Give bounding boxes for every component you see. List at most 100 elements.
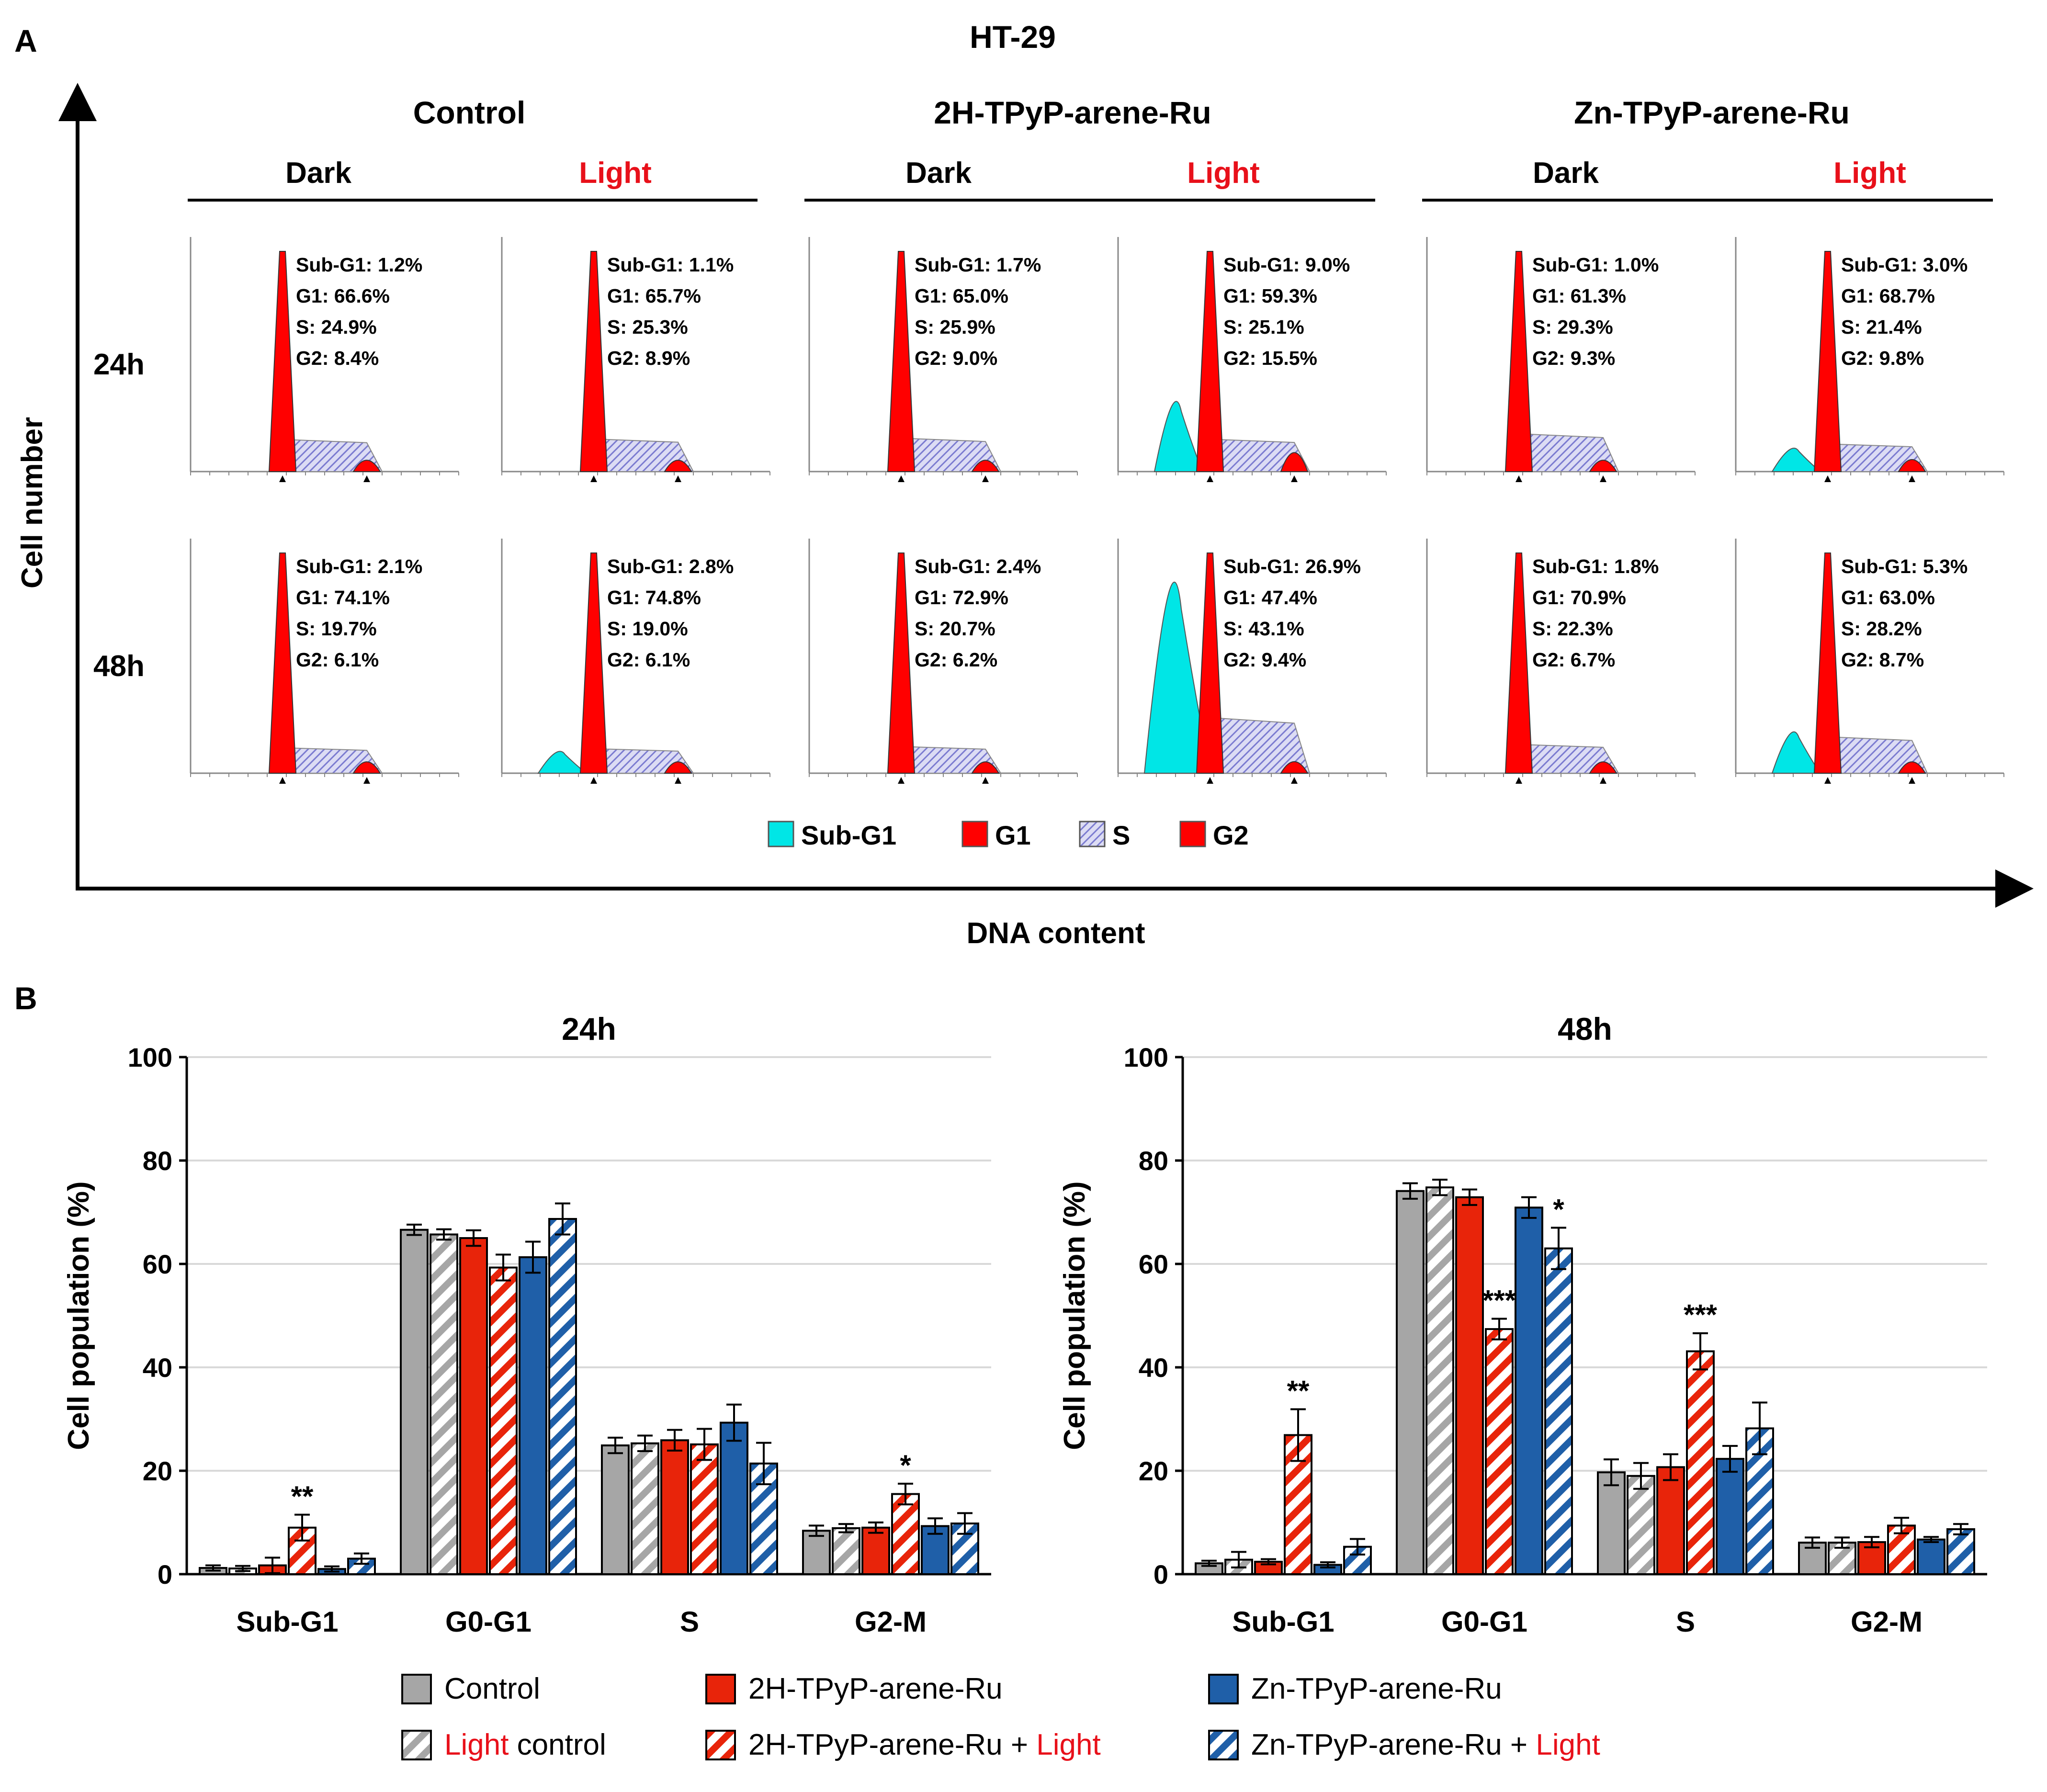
histogram-stat: S: 29.3% — [1532, 316, 1613, 338]
legend-label-part: Light — [1536, 1728, 1600, 1761]
bar — [1716, 1458, 1744, 1575]
histogram-stat: G2: 8.7% — [1841, 649, 1924, 671]
legend-label: G2 — [1213, 820, 1249, 850]
panel-a-title: HT-29 — [970, 19, 1056, 55]
bar — [1656, 1466, 1685, 1575]
bar — [1597, 1471, 1626, 1575]
legend-label: 2H-TPyP-arene-Ru + Light — [748, 1728, 1101, 1761]
condition-label: Dark — [285, 157, 351, 190]
sub-g1-area — [1154, 401, 1203, 472]
g2-peak — [1280, 761, 1309, 774]
peak-marker — [590, 475, 597, 482]
legend-swatch — [705, 1674, 736, 1704]
histogram-stat: S: 28.2% — [1841, 618, 1922, 640]
histogram-stat: G1: 63.0% — [1841, 586, 1935, 609]
histogram-stat: S: 19.7% — [296, 618, 377, 640]
bar — [832, 1527, 860, 1575]
sub-g1-area — [1771, 731, 1821, 774]
x-category-label: S — [680, 1606, 699, 1638]
histogram-stat: G1: 66.6% — [296, 285, 390, 307]
histogram-stat: G1: 70.9% — [1532, 586, 1626, 609]
g2-peak — [352, 460, 381, 472]
bar — [1396, 1190, 1425, 1575]
histogram-panel: Sub-G1: 1.1% G1: 65.7% S: 25.3% G2: 8.9% — [501, 237, 770, 482]
histogram-stat: G1: 47.4% — [1223, 586, 1317, 609]
histogram-panel: Sub-G1: 2.8% G1: 74.8% S: 19.0% G2: 6.1% — [501, 539, 770, 784]
legend-label-part: Control — [444, 1672, 540, 1705]
y-tick-label: 40 — [143, 1352, 172, 1383]
histogram-panel: Sub-G1: 3.0% G1: 68.7% S: 21.4% G2: 9.8% — [1735, 237, 2004, 482]
g2-peak — [664, 460, 692, 472]
legend-label-part: 2H-TPyP-arene-Ru + — [748, 1728, 1036, 1761]
legend-label-part: control — [509, 1728, 606, 1761]
y-tick-label: 100 — [1124, 1042, 1168, 1072]
condition-label: Light — [1187, 157, 1260, 190]
bar — [430, 1233, 458, 1575]
histogram-stat: G2: 9.4% — [1223, 649, 1306, 671]
histogram-stat: Sub-G1: 2.1% — [296, 555, 422, 577]
peak-marker — [1600, 475, 1606, 482]
peak-marker — [898, 475, 905, 482]
histogram-stat: Sub-G1: 26.9% — [1223, 555, 1361, 577]
histogram-panel: Sub-G1: 2.4% G1: 72.9% S: 20.7% G2: 6.2% — [808, 539, 1078, 784]
condition-label: Dark — [905, 157, 972, 190]
x-category-label: G2-M — [1851, 1606, 1923, 1638]
peak-marker — [1291, 475, 1298, 482]
bar — [601, 1444, 630, 1576]
x-category-label: G0-G1 — [445, 1606, 532, 1638]
sub-g1-area — [537, 751, 588, 774]
histogram-stat: G2: 15.5% — [1223, 347, 1317, 369]
histogram-stat: G1: 74.1% — [296, 586, 390, 609]
histogram-stat: G2: 8.4% — [296, 347, 379, 369]
condition-label: Light — [579, 157, 652, 190]
bar — [459, 1237, 488, 1575]
x-category-label: G2-M — [855, 1606, 927, 1638]
significance-mark: * — [1553, 1193, 1564, 1225]
bar — [1627, 1475, 1655, 1576]
peak-marker — [1291, 777, 1298, 784]
legend-label: Zn-TPyP-arene-Ru + Light — [1251, 1728, 1600, 1761]
histogram-stat: Sub-G1: 2.8% — [607, 555, 734, 577]
peak-marker — [279, 475, 286, 482]
legend-swatch — [401, 1674, 432, 1704]
histogram-stat: G2: 6.7% — [1532, 649, 1615, 671]
peak-marker — [675, 777, 681, 784]
histogram-stat: S: 24.9% — [296, 316, 377, 338]
group-header: Zn-TPyP-arene-Ru — [1574, 95, 1850, 130]
bar — [548, 1218, 577, 1576]
g2-peak — [1589, 761, 1617, 774]
histogram-stat: G2: 9.8% — [1841, 347, 1924, 369]
y-tick-label: 60 — [143, 1249, 172, 1279]
histogram-stat: G1: 59.3% — [1223, 285, 1317, 307]
row-labels: 24h 48h — [93, 348, 145, 683]
peak-marker — [279, 777, 286, 784]
peak-marker — [982, 475, 989, 482]
g1-peak — [1196, 552, 1224, 774]
histogram-stat: Sub-G1: 1.0% — [1532, 254, 1659, 276]
legend-label-part: Zn-TPyP-arene-Ru — [1251, 1672, 1502, 1705]
histogram-stat: S: 43.1% — [1223, 618, 1304, 640]
bar — [802, 1530, 831, 1576]
histogram-stat: G1: 61.3% — [1532, 285, 1626, 307]
legend-label: Sub-G1 — [801, 820, 896, 850]
histogram-panel: Sub-G1: 1.2% G1: 66.6% S: 24.9% G2: 8.4% — [190, 237, 459, 482]
histogram-grid: Sub-G1: 1.2%G1: 66.6%S: 24.9%G2: 8.4%Sub… — [190, 237, 2004, 784]
histogram-stat: S: 22.3% — [1532, 618, 1613, 640]
peak-marker — [898, 777, 905, 784]
x-category-label: Sub-G1 — [1232, 1606, 1334, 1638]
legend-swatch — [1208, 1730, 1239, 1760]
legend-label: S — [1112, 820, 1130, 850]
histogram-stat: S: 25.1% — [1223, 316, 1304, 338]
histogram-panel: Sub-G1: 5.3% G1: 63.0% S: 28.2% G2: 8.7% — [1735, 539, 2004, 784]
sub-g1-area — [1771, 448, 1821, 472]
histogram-stat: Sub-G1: 2.4% — [915, 555, 1041, 577]
panel-a-label: A — [14, 23, 37, 58]
panel-b-legend: Control 2H-TPyP-arene-Ru Zn-TPyP-arene-Ru L… — [401, 1672, 1600, 1761]
peak-marker — [1207, 475, 1213, 482]
significance-mark: * — [900, 1449, 911, 1481]
histogram-stat: S: 21.4% — [1841, 316, 1922, 338]
g2-peak — [1898, 761, 1926, 774]
g2-peak — [1589, 460, 1617, 472]
histogram-stat: S: 19.0% — [607, 618, 688, 640]
